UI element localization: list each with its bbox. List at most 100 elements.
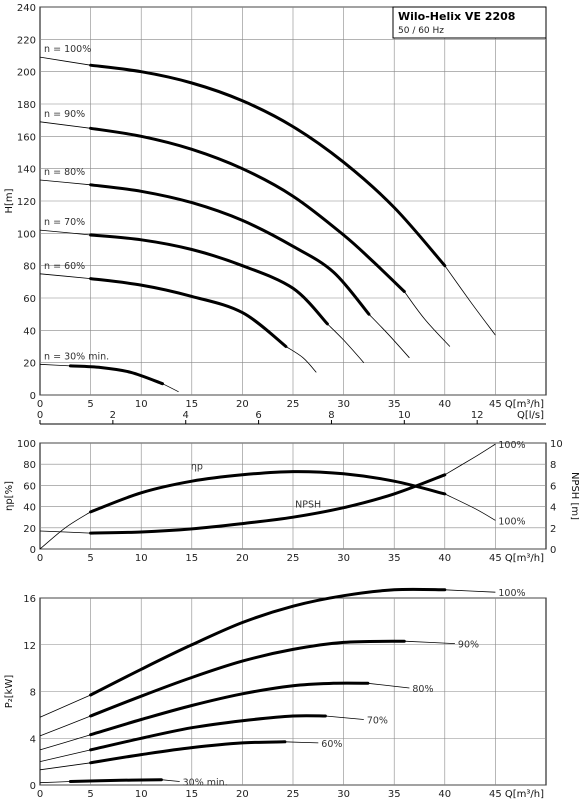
efficiency-ytick-label: 100 [17,439,36,450]
efficiency-xtick-label: 35 [388,553,401,564]
chart-title: Wilo-Helix VE 2208 [398,10,515,23]
power-curve-60-start-line [39,762,91,771]
head-xtick-label: 25 [287,399,300,410]
npsh-curve-npsh-end-line [444,443,496,476]
npsh-end-label: 100% [498,440,525,451]
chart-subtitle: 50 / 60 Hz [398,26,444,36]
power-curve-label: 70% [367,716,388,727]
head-xtick-label: 0 [37,399,43,410]
efficiency-xtick-label: 15 [185,553,198,564]
efficiency-xtick-label: 0 [37,553,43,564]
efficiency-ytick-label: 60 [23,481,36,492]
power-curve-label: 60% [321,739,342,750]
head-ytick-label: 80 [23,262,36,273]
head-curve-label: n = 90% [44,109,85,120]
head-curve-n-90-end-line [403,291,451,347]
power-curve-70-line [89,714,327,752]
head-curve-n-90-line [89,126,406,293]
head-curve-n-60-line [89,277,288,348]
head-ytick-label: 180 [17,100,36,111]
head-curve-label: n = 30% min. [44,351,109,362]
power-ytick-label: 12 [23,641,36,652]
power-curve-60-end-line [284,741,319,744]
efficiency-xtick-label: 25 [287,553,300,564]
power-curve-90-start-line [39,715,91,737]
head-curve-n-30-min-line [68,364,164,386]
head-x2tick-label: 2 [110,410,116,421]
efficiency-ytick-label: 80 [23,460,36,471]
head-x2tick-label: 8 [328,410,334,421]
power-curve-label: 90% [458,640,479,651]
efficiency-xtick-label: 20 [236,553,249,564]
power-curve-60-line [89,740,287,765]
head-xtick-label: 15 [185,399,198,410]
head-curve-n-70-line [89,233,329,326]
npsh-ytick-label: 10 [550,439,563,450]
grid-layer [39,6,547,786]
power-xtick-label: 5 [87,789,93,800]
power-ytick-label: 16 [23,594,36,605]
head-x2tick-label: 12 [471,410,484,421]
power-ytick-label: 0 [30,781,36,792]
efficiency-ytick-label: 20 [23,524,36,535]
head-ytick-label: 0 [30,391,36,402]
head-x2tick-label: 4 [183,410,189,421]
curves-layer [39,56,496,784]
power-xtick-label: 45 [489,789,502,800]
head-x2label: Q[l/s] [517,410,544,421]
head-curve-n-80-line [89,183,371,316]
power-xlabel: Q[m³/h] [505,789,544,800]
head-curve-n-60-start-line [39,273,91,279]
power-xtick-label: 35 [388,789,401,800]
head-curve-n-60-end-line [285,346,317,373]
head-curve-n-90-start-line [39,121,91,129]
head-ytick-label: 200 [17,68,36,79]
efficiency-curve--p-end-line [444,493,496,521]
power-curve-90-end-line [404,640,455,644]
head-curve-n-70-start-line [39,229,91,236]
power-curve-30-min-start-line [39,781,71,784]
power-curve-label: 100% [498,588,525,599]
power-ytick-label: 8 [30,688,36,699]
efficiency-xtick-label: 5 [87,553,93,564]
power-curve-70-start-line [39,749,91,762]
efficiency-ylabel: ηp[%] [4,481,15,511]
efficiency-xtick-label: 30 [337,553,350,564]
power-curve-label: 30% min. [183,777,228,788]
power-xtick-label: 30 [337,789,350,800]
head-ylabel: H[m] [4,188,15,213]
efficiency-xtick-label: 10 [135,553,148,564]
head-curve-n-70-end-line [327,323,365,363]
npsh-ylabel: NPSH [m] [569,472,579,520]
efficiency-xtick-label: 45 [489,553,502,564]
efficiency-end-label: 100% [498,516,525,527]
npsh-curve-npsh-line [89,473,447,535]
head-ytick-label: 220 [17,35,36,46]
head-xtick-label: 20 [236,399,249,410]
power-curve-70-end-line [325,715,364,720]
title-box: Wilo-Helix VE 2208 50 / 60 Hz [392,6,547,39]
power-xtick-label: 25 [287,789,300,800]
efficiency-curve--p-start-line [39,511,91,550]
head-xtick-label: 45 [489,399,502,410]
power-curve-100-line [89,587,447,697]
head-x2tick-label: 6 [255,410,261,421]
head-curve-n-100-line [89,63,447,268]
power-curve-30-min-line [68,778,163,783]
power-xtick-label: 10 [135,789,148,800]
power-curve-label: 80% [412,684,433,695]
power-curve-90-line [89,639,406,718]
head-ytick-label: 120 [17,197,36,208]
head-curve-n-100-end-line [444,265,496,336]
power-curve-100-start-line [39,694,91,718]
power-curve-100-end-line [444,589,496,593]
head-x2tick-label: 10 [398,410,411,421]
power-xtick-label: 15 [185,789,198,800]
npsh-ytick-label: 4 [550,503,556,514]
head-curve-label: n = 60% [44,261,85,272]
power-ytick-label: 4 [30,734,36,745]
power-curve-80-end-line [367,682,410,689]
efficiency-curve-label: ηp [191,462,203,473]
power-ylabel: P₂[kW] [4,675,15,709]
